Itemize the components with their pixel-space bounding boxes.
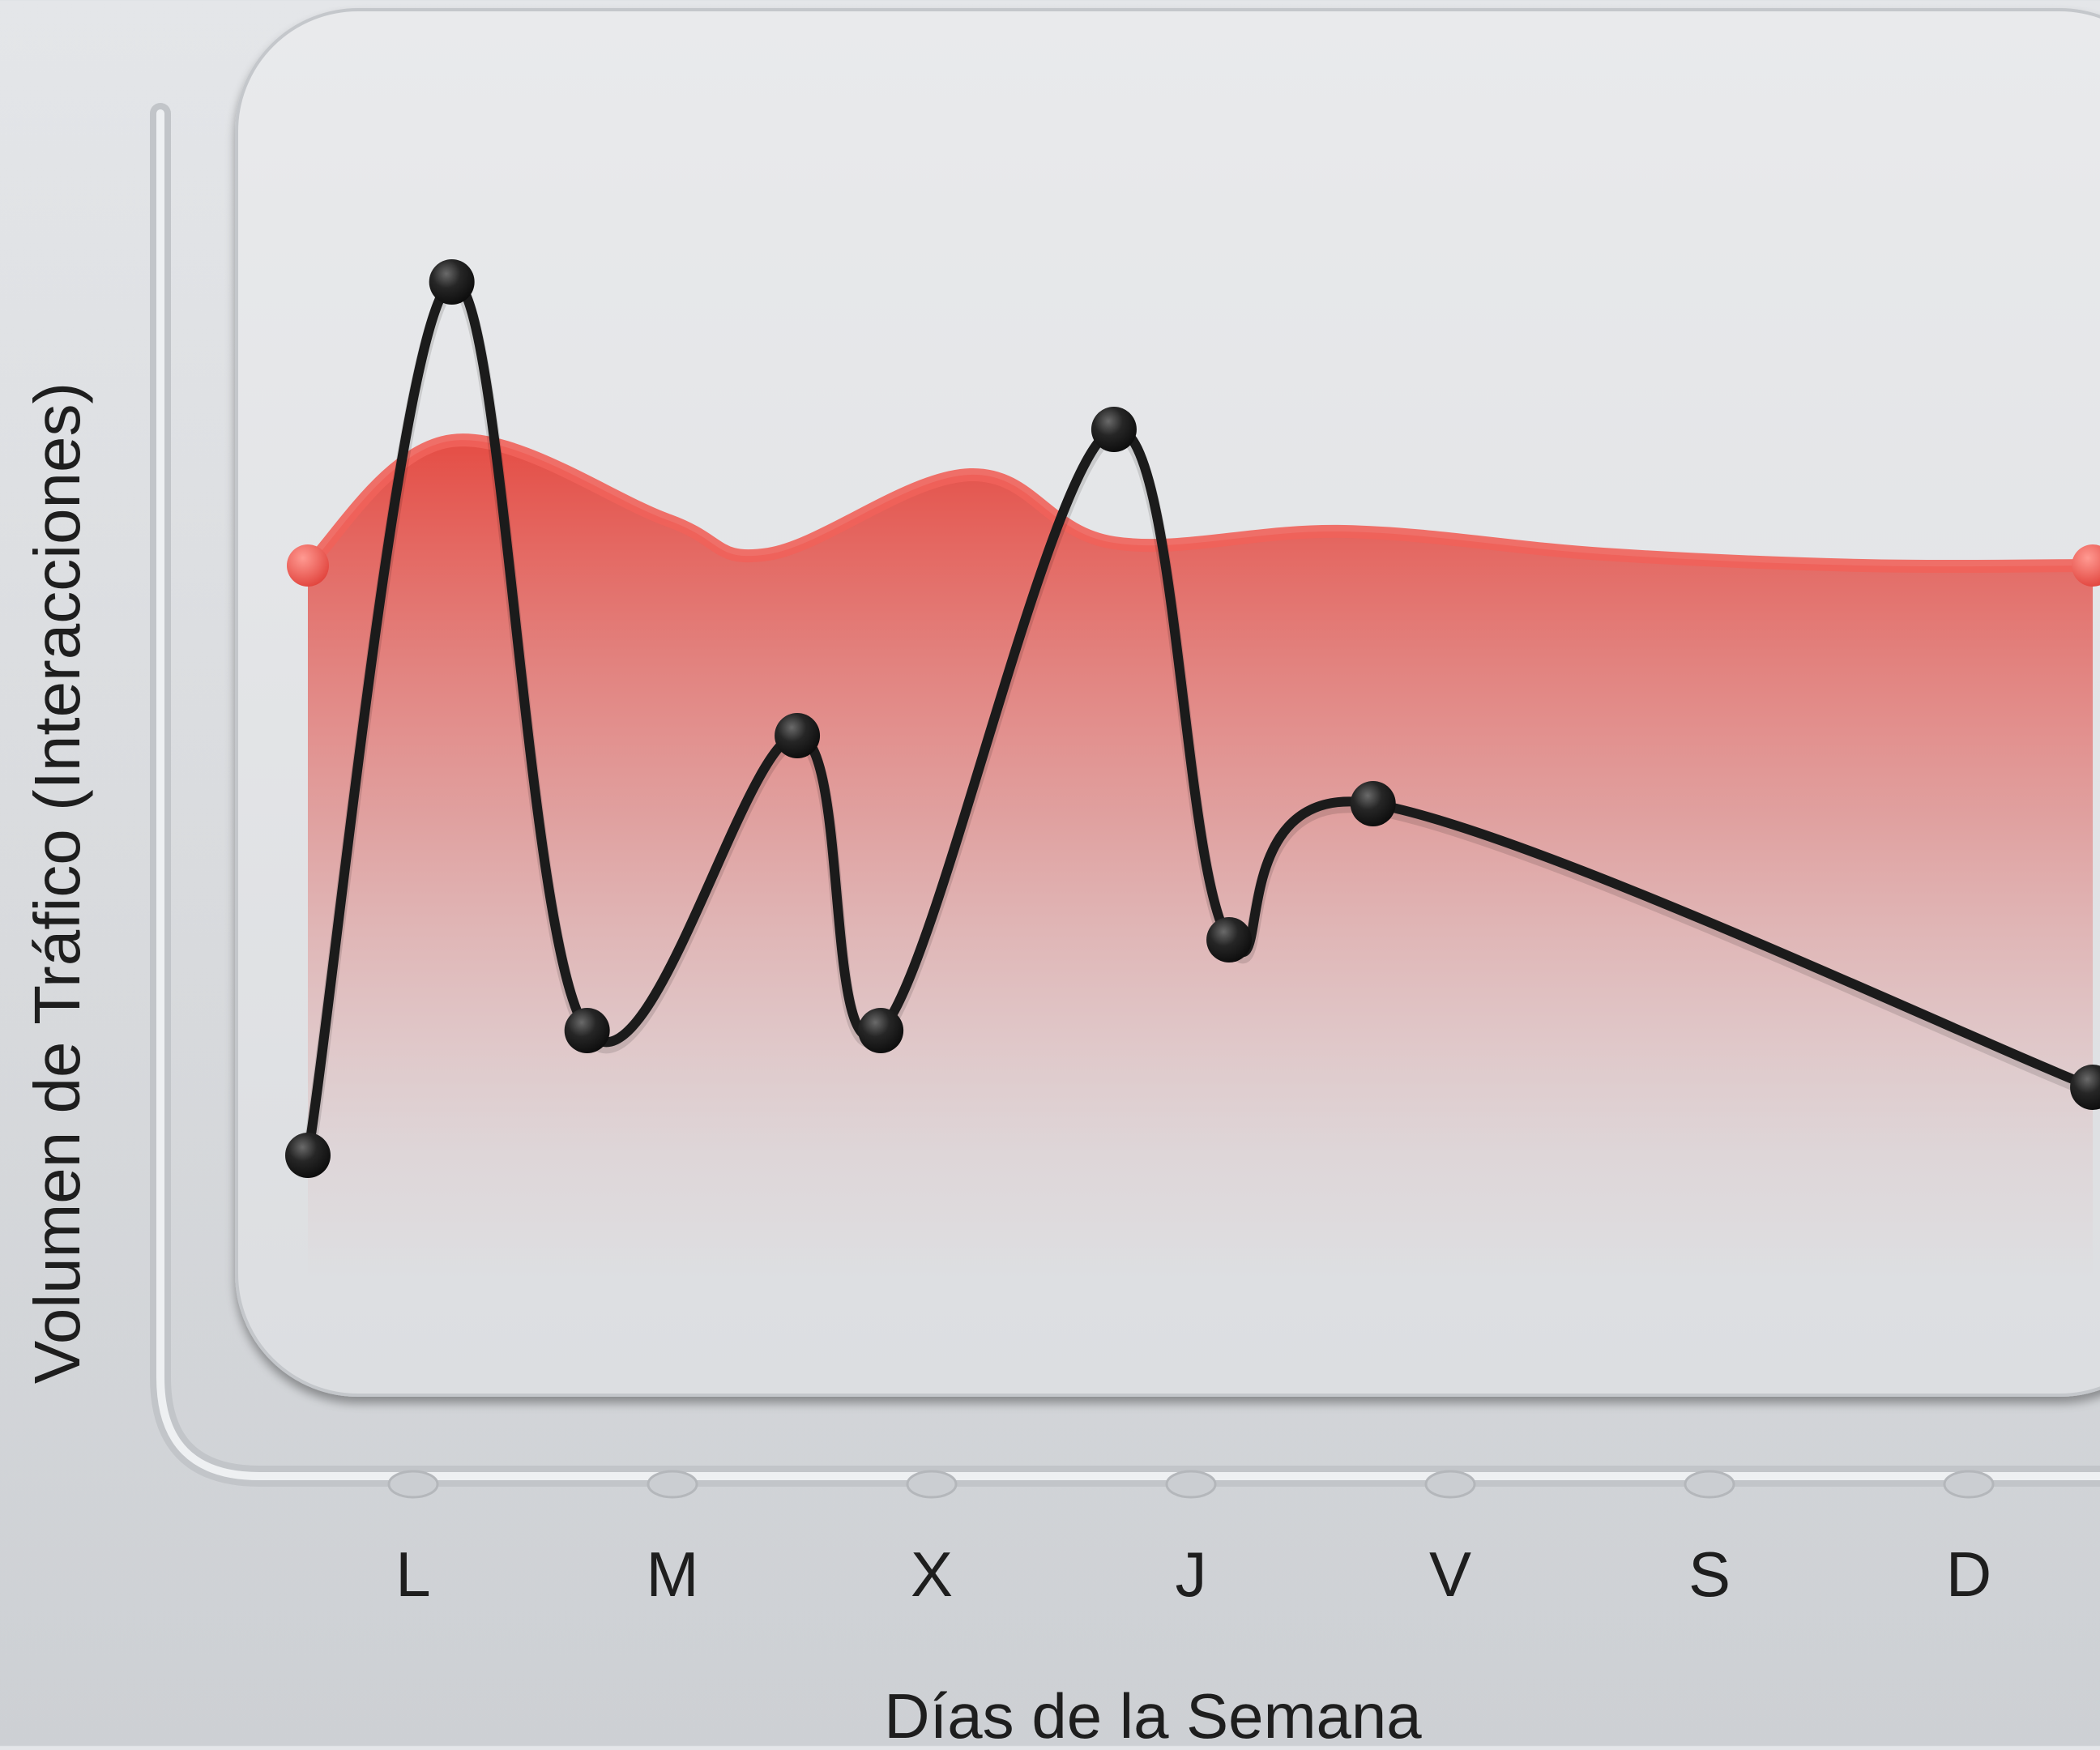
area-endpoint-0 — [287, 544, 329, 587]
line-point-2 — [564, 1008, 610, 1053]
line-point-5 — [1091, 407, 1137, 452]
x-tick-5 — [1684, 1470, 1735, 1499]
x-tick-3 — [1165, 1470, 1217, 1499]
y-axis-rail-highlight — [156, 109, 2100, 1480]
x-tick-label-6: D — [1946, 1539, 1991, 1610]
x-tick-4 — [1424, 1470, 1476, 1499]
line-point-0 — [285, 1133, 331, 1178]
x-tick-label-1: M — [647, 1539, 699, 1610]
x-tick-label-5: S — [1688, 1539, 1731, 1610]
line-point-6 — [1206, 917, 1253, 962]
line-point-8 — [2070, 1065, 2100, 1110]
area-series — [287, 433, 2100, 1280]
line-point-1 — [429, 259, 475, 305]
x-tick-label-0: L — [395, 1539, 430, 1610]
x-tick-label-3: J — [1176, 1539, 1207, 1610]
line-point-4 — [858, 1008, 904, 1053]
x-tick-label-4: V — [1429, 1539, 1471, 1610]
line-series — [285, 259, 2100, 1178]
x-tick-2 — [906, 1470, 958, 1499]
x-tick-6 — [1943, 1470, 1995, 1499]
x-axis-ticks — [387, 1470, 1995, 1499]
line-point-3 — [775, 713, 821, 758]
area-endpoint-1 — [2072, 544, 2100, 587]
x-tick-1 — [647, 1470, 698, 1499]
area-fill — [308, 440, 2094, 1280]
x-tick-label-2: X — [911, 1539, 953, 1610]
line-point-7 — [1350, 781, 1396, 826]
x-axis-label: Días de la Semana — [884, 1680, 1422, 1746]
x-tick-0 — [387, 1470, 439, 1499]
y-axis-label: Volumen de Tráfico (Interacciones) — [21, 382, 93, 1384]
